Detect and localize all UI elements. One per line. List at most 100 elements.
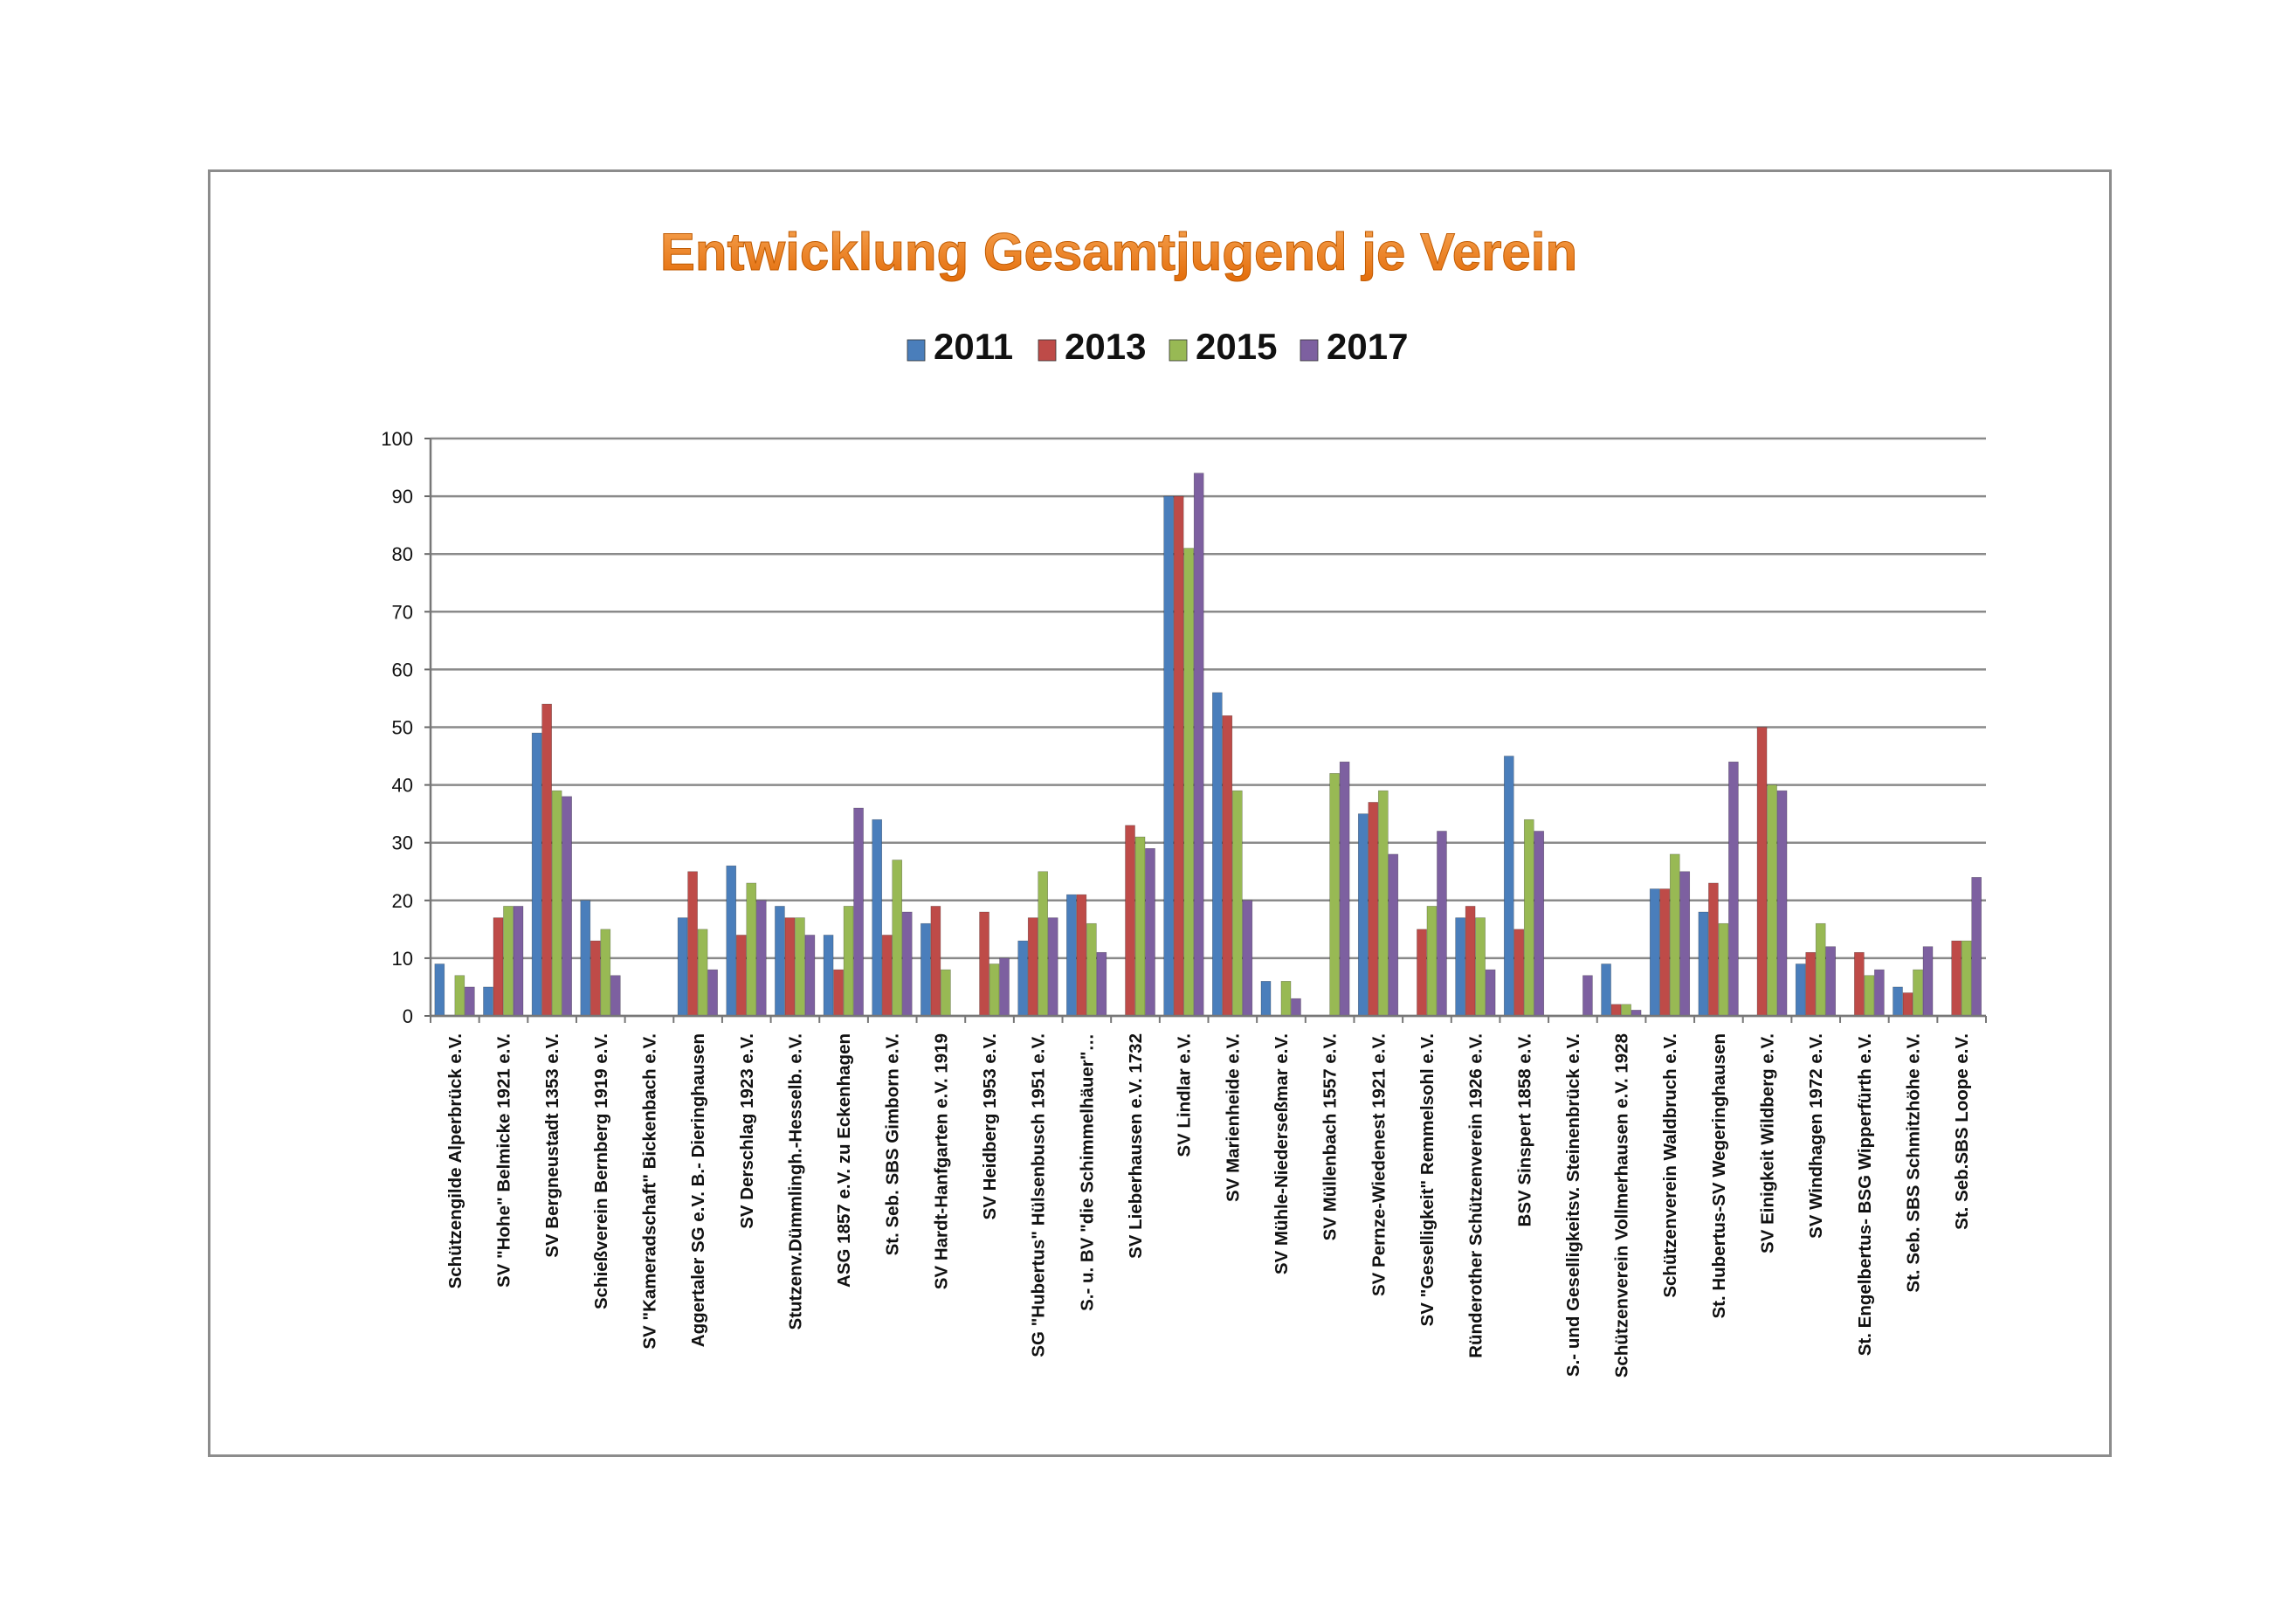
bar-2017-20 bbox=[1437, 831, 1447, 1017]
x-category-label-19: SV Pernze-Wiedenest 1921 e.V. bbox=[1369, 1033, 1389, 1296]
bar-2013-28 bbox=[1805, 951, 1817, 1017]
bar-2015-24 bbox=[1621, 1004, 1631, 1017]
bar-2017-23 bbox=[1582, 975, 1593, 1017]
bar-2013-2 bbox=[541, 703, 552, 1017]
y-tick-label-90: 90 bbox=[392, 486, 413, 508]
x-category-label-24: Schützenverein Vollmerhausen e.V. 1928 bbox=[1612, 1033, 1632, 1378]
bar-2011-3 bbox=[580, 900, 591, 1017]
bar-2013-16 bbox=[1222, 715, 1233, 1017]
x-category-label-23: S.- und Geselligkeitsv. Steinenbrück e.V… bbox=[1563, 1033, 1583, 1377]
bar-2017-8 bbox=[853, 807, 864, 1017]
bar-2015-11 bbox=[989, 963, 1000, 1017]
x-category-label-1: SV "Hohe" Belmicke 1921 e.V. bbox=[493, 1033, 514, 1288]
bar-2015-21 bbox=[1475, 917, 1486, 1017]
legend-label-2011: 2011 bbox=[934, 326, 1013, 367]
bar-2011-10 bbox=[920, 922, 931, 1017]
bar-2017-25 bbox=[1679, 871, 1691, 1017]
y-axis-ticks: 0 10 20 30 40 50 60 70 80 90 100 bbox=[381, 428, 431, 1027]
chart-legend: 2011 2013 2015 2017 bbox=[907, 326, 1408, 367]
bar-2017-22 bbox=[1534, 831, 1545, 1017]
bar-2017-2 bbox=[562, 796, 572, 1017]
y-tick-label-80: 80 bbox=[392, 543, 413, 565]
bar-2015-9 bbox=[892, 860, 903, 1017]
x-category-label-13: S.- u. BV "die Schimmelhäuer"… bbox=[1077, 1033, 1097, 1311]
bar-2015-27 bbox=[1767, 784, 1777, 1017]
bar-2011-8 bbox=[823, 935, 834, 1017]
bar-2017-0 bbox=[465, 986, 475, 1017]
bar-2011-5 bbox=[677, 917, 688, 1017]
bar-2015-29 bbox=[1864, 975, 1875, 1017]
bar-2011-28 bbox=[1795, 963, 1806, 1017]
bar-2011-0 bbox=[434, 963, 445, 1017]
x-category-label-21: Ründerother Schützenverein 1926 e.V. bbox=[1466, 1033, 1486, 1358]
axes bbox=[429, 439, 1987, 1023]
bar-2017-15 bbox=[1193, 473, 1204, 1017]
bar-2015-19 bbox=[1377, 790, 1389, 1017]
bar-2015-31 bbox=[1961, 940, 1972, 1017]
bar-2015-0 bbox=[454, 975, 465, 1017]
bar-2015-30 bbox=[1913, 969, 1923, 1017]
bar-2013-6 bbox=[735, 935, 747, 1017]
bar-2011-6 bbox=[726, 865, 737, 1017]
y-tick-label-70: 70 bbox=[392, 601, 413, 623]
bar-2017-1 bbox=[513, 906, 524, 1017]
bar-2017-21 bbox=[1485, 969, 1496, 1017]
x-category-label-7: Stutzenv.Dümmlingh.-Hesselb. e.V. bbox=[785, 1033, 805, 1329]
legend-swatch-2015 bbox=[1169, 339, 1188, 362]
bar-2015-12 bbox=[1038, 871, 1049, 1017]
x-category-label-8: ASG 1857 e.V. zu Eckenhagen bbox=[834, 1033, 854, 1288]
bar-2017-16 bbox=[1242, 900, 1253, 1017]
bar-2013-22 bbox=[1513, 929, 1525, 1017]
bar-2017-6 bbox=[755, 900, 767, 1017]
bar-2015-8 bbox=[843, 906, 854, 1017]
bar-2013-24 bbox=[1610, 1004, 1622, 1017]
bar-2013-5 bbox=[687, 871, 698, 1017]
bar-2011-24 bbox=[1601, 963, 1611, 1017]
x-category-label-22: BSV Sinspert 1858 e.V. bbox=[1514, 1033, 1534, 1226]
legend-label-2013: 2013 bbox=[1065, 326, 1146, 367]
x-category-label-27: SV Einigkeit Wildberg e.V. bbox=[1758, 1033, 1778, 1254]
x-category-label-30: St. Seb. SBS Schmitzhöhe e.V. bbox=[1904, 1033, 1924, 1293]
bar-2011-15 bbox=[1163, 495, 1174, 1017]
x-category-label-0: Schützengilde Alperbrück e.V. bbox=[445, 1033, 465, 1288]
y-tick-label-50: 50 bbox=[392, 717, 413, 739]
legend-label-2015: 2015 bbox=[1196, 326, 1277, 367]
x-category-label-15: SV Lindlar e.V. bbox=[1175, 1033, 1195, 1157]
bar-2017-11 bbox=[999, 957, 1010, 1017]
chart-title: Entwicklung Gesamtjugend je Verein bbox=[660, 223, 1577, 281]
bar-2013-29 bbox=[1854, 951, 1865, 1017]
y-tick-label-40: 40 bbox=[392, 775, 413, 797]
bar-2013-14 bbox=[1125, 825, 1135, 1017]
legend-label-2017: 2017 bbox=[1327, 326, 1408, 367]
bar-2017-29 bbox=[1874, 969, 1885, 1017]
x-category-label-26: St. Hubertus-SV Wegeringhausen bbox=[1709, 1033, 1729, 1319]
bar-2015-14 bbox=[1134, 836, 1146, 1017]
bar-2017-14 bbox=[1145, 848, 1155, 1017]
x-category-label-12: SG "Hubertus" Hülsenbusch 1951 e.V. bbox=[1029, 1033, 1049, 1357]
bar-2011-19 bbox=[1357, 813, 1369, 1017]
bar-2015-26 bbox=[1718, 922, 1729, 1017]
bar-2013-15 bbox=[1173, 495, 1184, 1017]
bar-2015-18 bbox=[1329, 773, 1340, 1017]
bar-2013-30 bbox=[1902, 992, 1913, 1017]
bar-2017-5 bbox=[707, 969, 718, 1017]
bar-2011-9 bbox=[872, 818, 883, 1017]
bar-2011-13 bbox=[1066, 894, 1077, 1017]
y-tick-label-0: 0 bbox=[403, 1005, 413, 1027]
bar-2011-12 bbox=[1017, 940, 1029, 1017]
y-tick-label-60: 60 bbox=[392, 659, 413, 680]
x-category-label-28: SV Windhagen 1972 e.V. bbox=[1806, 1033, 1826, 1239]
bar-2015-1 bbox=[503, 906, 514, 1017]
bar-2013-1 bbox=[493, 917, 504, 1017]
x-category-label-5: Aggertaler SG e.V. B.- Dieringhausen bbox=[688, 1033, 708, 1347]
bar-2013-21 bbox=[1465, 906, 1476, 1017]
bars bbox=[434, 473, 1982, 1017]
bar-2017-17 bbox=[1291, 998, 1301, 1017]
bar-2013-9 bbox=[881, 935, 893, 1017]
y-tick-label-100: 100 bbox=[381, 428, 413, 450]
legend-swatch-2017 bbox=[1300, 339, 1319, 362]
bar-2017-28 bbox=[1825, 946, 1837, 1017]
x-category-label-18: SV Müllenbach 1557 e.V. bbox=[1320, 1033, 1341, 1240]
bar-2011-21 bbox=[1455, 917, 1465, 1017]
bar-2011-30 bbox=[1893, 986, 1903, 1017]
